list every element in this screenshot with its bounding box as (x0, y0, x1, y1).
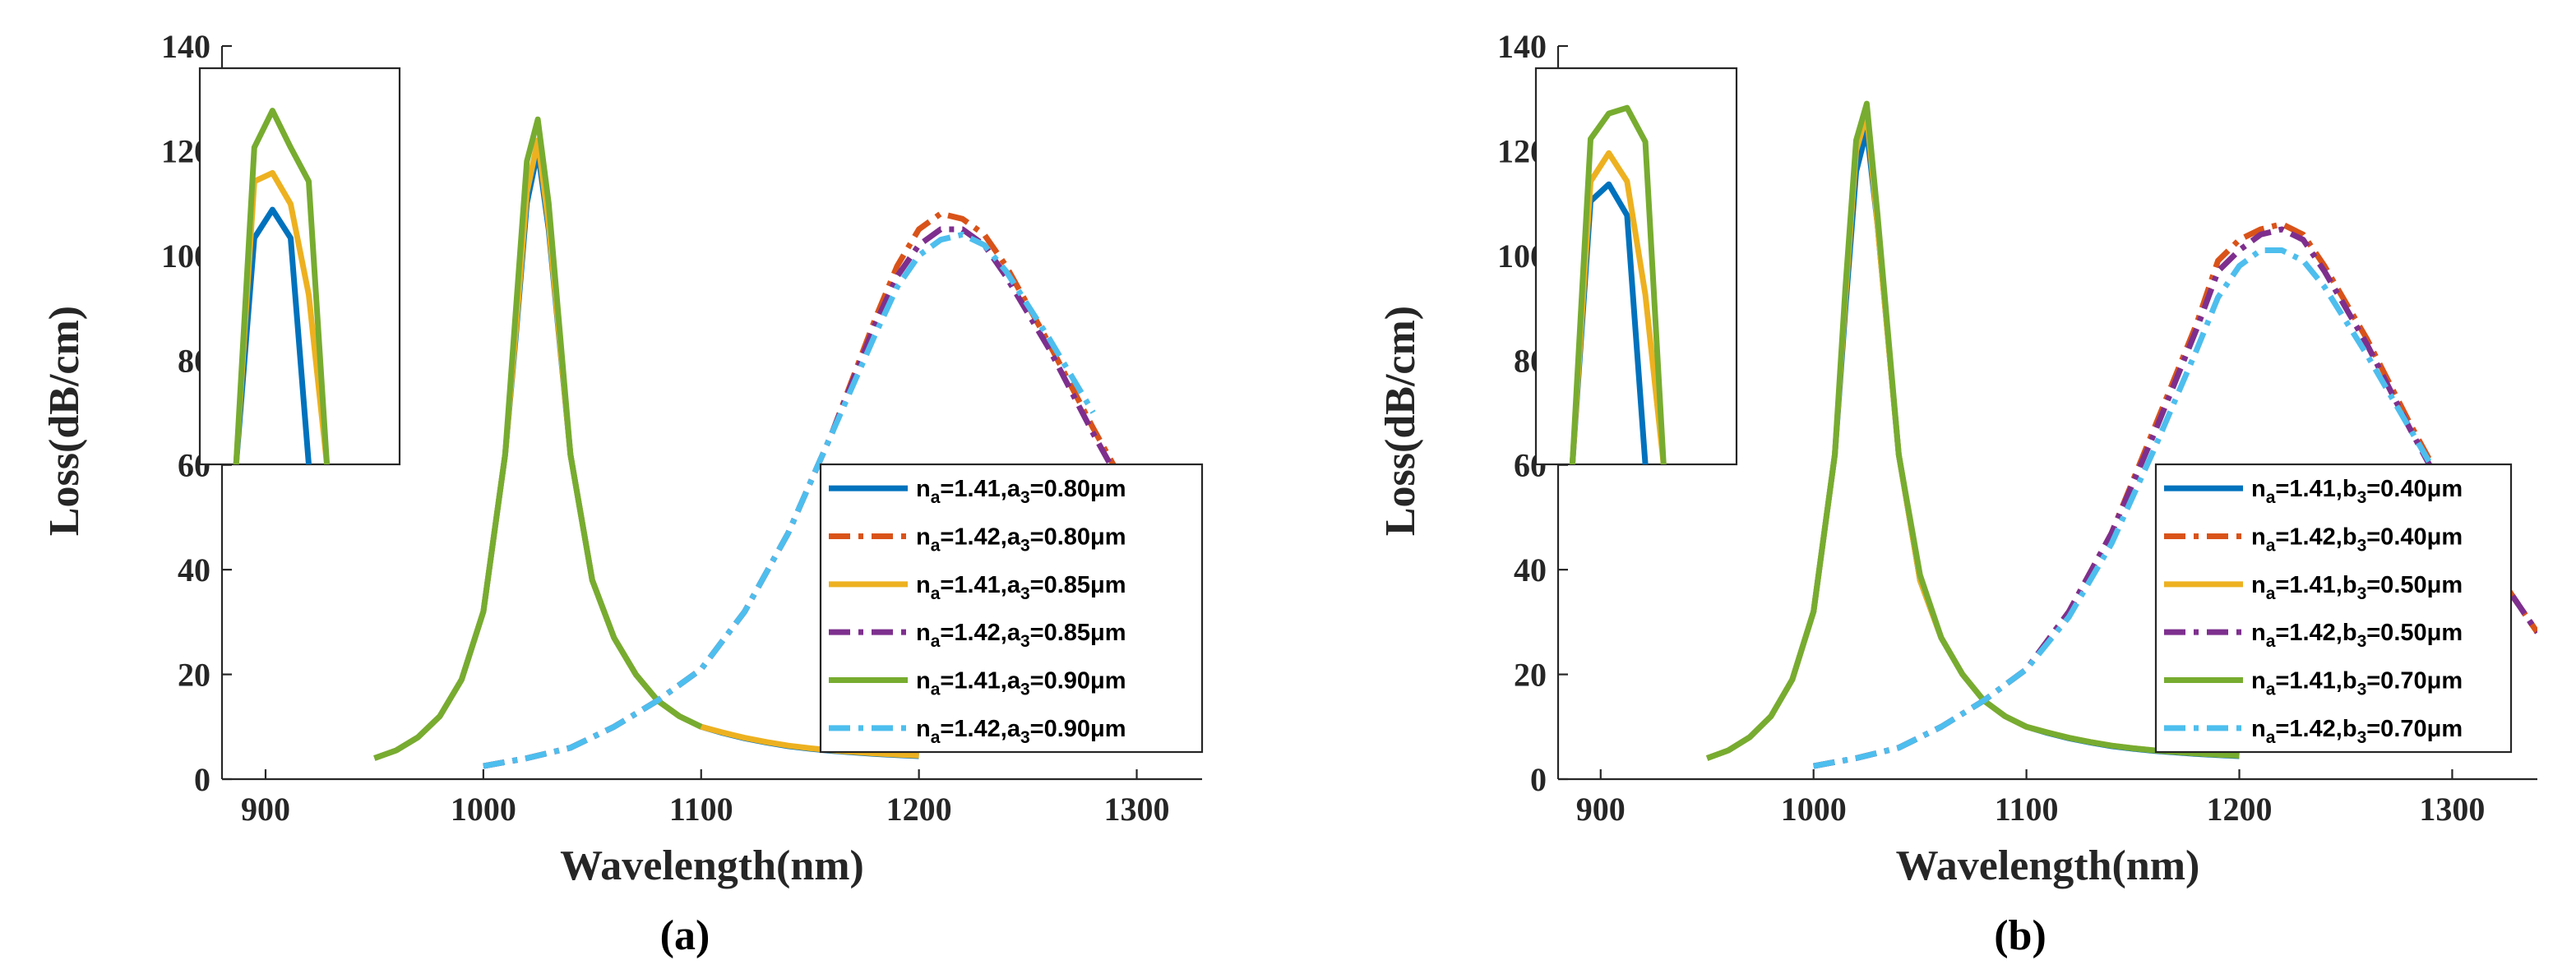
x-tick-label: 1100 (1995, 791, 2059, 828)
legend-entry: na=1.42,b3=0.40μm (2251, 524, 2463, 556)
legend-entry: na=1.41,a3=0.90μm (916, 668, 1126, 699)
inset (198, 67, 401, 466)
y-tick-label: 140 (161, 28, 210, 65)
panel-b: 900 1000 1100 1200 1300020406080100120140Wav… (1377, 28, 2537, 959)
series-line (373, 116, 703, 761)
series-line (1813, 221, 2537, 769)
panel-a: 900 1000 1100 1200 1300020406080100120140Wav… (41, 28, 1204, 959)
y-tick-label: 20 (178, 657, 210, 694)
series-lines (1705, 100, 2537, 769)
x-tick-label: 900 (1576, 791, 1626, 828)
x-tick-label: 1000 (1781, 791, 1847, 828)
x-tick-label: 900 (241, 791, 290, 828)
inset (1534, 67, 1738, 466)
series-line (1705, 100, 2240, 761)
inset-series-line (233, 108, 331, 464)
series-line (483, 210, 1202, 769)
x-tick-label: 1300 (1104, 791, 1170, 828)
x-axis-title: Wavelength(nm) (1896, 842, 2200, 889)
y-tick-label: 0 (194, 761, 210, 798)
legend-entry: na=1.41,b3=0.70μm (2251, 668, 2463, 699)
y-tick-label: 140 (1497, 28, 1547, 65)
y-tick-label: 20 (1514, 657, 1547, 694)
legend: na=1.41,b3=0.40μm na=1.42,b3=0.40μm na=1.4… (2154, 463, 2513, 754)
y-axis-title: Loss(dB/cm) (1377, 306, 1424, 536)
x-tick-label: 1000 (451, 791, 516, 828)
legend-entry: na=1.41,a3=0.80μm (916, 476, 1126, 507)
legend-entry: na=1.42,a3=0.85μm (916, 620, 1126, 651)
series-line (1813, 247, 2455, 769)
legend-entry: na=1.42,a3=0.90μm (916, 716, 1126, 747)
series-line (483, 231, 1096, 769)
legend-entry: na=1.41,b3=0.50μm (2251, 572, 2463, 603)
x-tick-label: 1100 (669, 791, 733, 828)
x-axis-title: Wavelength(nm) (560, 842, 864, 889)
legend-entry: na=1.42,b3=0.70μm (2251, 716, 2463, 747)
panel-label: (a) (660, 912, 710, 959)
inset-series-line (1569, 104, 1667, 464)
legend-entry: na=1.42,a3=0.80μm (916, 524, 1126, 556)
y-tick-label: 0 (1530, 761, 1547, 798)
legend-entry: na=1.41,b3=0.40μm (2251, 476, 2463, 507)
x-tick-label: 1300 (2419, 791, 2485, 828)
panel-label: (b) (1994, 912, 2046, 959)
x-tick-label: 1200 (2207, 791, 2273, 828)
legend-frame (2154, 463, 2513, 754)
legend: na=1.41,a3=0.80μm na=1.42,a3=0.80μm na=1.4… (819, 463, 1204, 754)
inset-frame (1534, 67, 1738, 466)
legend-entry: na=1.41,a3=0.85μm (916, 572, 1126, 603)
y-tick-label: 40 (178, 551, 210, 588)
y-axis-title: Loss(dB/cm) (41, 306, 88, 536)
legend-frame (819, 463, 1204, 754)
legend-entry: na=1.42,b3=0.50μm (2251, 620, 2463, 651)
inset-frame (198, 67, 401, 466)
x-tick-label: 1200 (886, 791, 952, 828)
y-tick-label: 40 (1514, 551, 1547, 588)
